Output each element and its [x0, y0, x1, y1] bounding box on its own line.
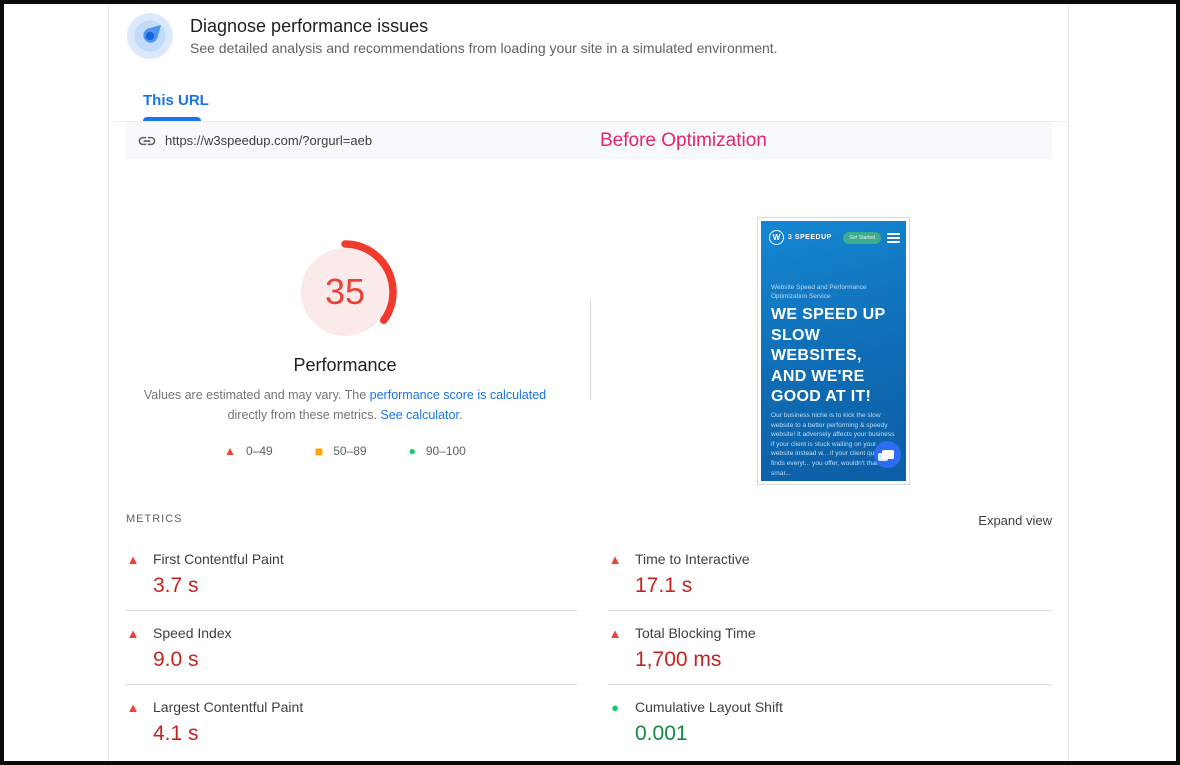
- metric-total-blocking-time: ▲ Total Blocking Time 1,700 ms: [608, 611, 1052, 685]
- link-see-calculator[interactable]: See calculator: [380, 408, 459, 422]
- metric-value: 17.1 s: [635, 574, 693, 597]
- section-divider: [590, 300, 591, 400]
- site-preview-thumbnail[interactable]: W 3 SPEEDUP Get Started Website Speed an…: [757, 217, 910, 485]
- disclaimer-text: .: [458, 408, 463, 422]
- tab-active-indicator: [143, 117, 201, 121]
- w3speedup-logo-icon: W: [769, 230, 784, 245]
- legend-pass: ● 90–100: [409, 444, 466, 458]
- performance-gauge: [287, 234, 403, 350]
- metric-label: Cumulative Layout Shift: [635, 699, 783, 715]
- metric-value: 9.0 s: [153, 648, 199, 671]
- legend-fail: ▲ 0–49: [224, 444, 273, 458]
- fail-triangle-icon: ▲: [224, 444, 237, 458]
- right-margin-divider: [1068, 4, 1069, 761]
- metric-value: 0.001: [635, 722, 688, 745]
- performance-label: Performance: [293, 355, 397, 375]
- expand-view-button[interactable]: Expand view: [978, 513, 1052, 528]
- fail-triangle-icon: ▲: [126, 551, 140, 567]
- metric-first-contentful-paint: ▲ First Contentful Paint 3.7 s: [126, 537, 577, 611]
- metrics-left-column: ▲ First Contentful Paint 3.7 s ▲ Speed I…: [126, 537, 577, 759]
- legend-fail-range: 0–49: [246, 444, 273, 458]
- preview-get-started-button: Get Started: [843, 231, 881, 244]
- metric-label: Time to Interactive: [635, 551, 750, 567]
- tested-url: https://w3speedup.com/?orgurl=aeb: [165, 133, 373, 148]
- legend-average-range: 50–89: [333, 444, 367, 458]
- performance-score: 35: [324, 271, 366, 312]
- metric-label: First Contentful Paint: [153, 551, 284, 567]
- fail-triangle-icon: ▲: [608, 551, 622, 567]
- score-legend: ▲ 0–49 ■ 50–89 ● 90–100: [130, 444, 560, 458]
- metrics-right-column: ▲ Time to Interactive 17.1 s ▲ Total Blo…: [608, 537, 1052, 759]
- metric-value: 4.1 s: [153, 722, 199, 745]
- link-icon: [138, 136, 156, 145]
- legend-pass-range: 90–100: [425, 444, 466, 458]
- metrics-section-label: METRICS: [126, 513, 183, 525]
- page-subtitle: See detailed analysis and recommendation…: [190, 40, 778, 56]
- link-score-calculated[interactable]: performance score is calculated: [369, 388, 547, 402]
- chat-bubble-icon: [874, 441, 901, 468]
- metric-label: Total Blocking Time: [635, 625, 756, 641]
- preview-body-text: Our business niche is to kick the slow w…: [771, 412, 895, 477]
- speedometer-compass-icon: [127, 13, 173, 59]
- average-square-icon: ■: [314, 443, 324, 459]
- metric-label: Largest Contentful Paint: [153, 699, 304, 715]
- metric-largest-contentful-paint: ▲ Largest Contentful Paint 4.1 s: [126, 685, 577, 759]
- left-margin-divider: [108, 4, 109, 761]
- hamburger-menu-icon: [887, 232, 900, 243]
- metric-value: 3.7 s: [153, 574, 199, 597]
- metric-cumulative-layout-shift: ● Cumulative Layout Shift 0.001: [608, 685, 1052, 759]
- preview-heading: WE SPEED UP SLOW WEBSITES, AND WE'RE GOO…: [771, 306, 886, 405]
- fail-triangle-icon: ▲: [126, 699, 140, 715]
- tab-divider: [108, 121, 1068, 122]
- disclaimer-text: directly from these metrics.: [227, 408, 381, 422]
- legend-average: ■ 50–89: [315, 444, 367, 458]
- metric-time-to-interactive: ▲ Time to Interactive 17.1 s: [608, 537, 1052, 611]
- pass-circle-icon: ●: [611, 699, 619, 715]
- preview-logo-text: 3 SPEEDUP: [788, 234, 832, 241]
- tab-this-url[interactable]: This URL: [143, 92, 209, 109]
- fail-triangle-icon: ▲: [126, 625, 140, 641]
- page-title: Diagnose performance issues: [190, 16, 429, 36]
- disclaimer-text: Values are estimated and may vary. The: [143, 388, 370, 402]
- preview-tagline: Website Speed and Performance Optimizati…: [771, 284, 867, 300]
- site-preview-image: W 3 SPEEDUP Get Started Website Speed an…: [761, 221, 906, 481]
- score-disclaimer: Values are estimated and may vary. The p…: [130, 385, 560, 425]
- fail-triangle-icon: ▲: [608, 625, 622, 641]
- preview-site-header: W 3 SPEEDUP Get Started: [769, 230, 900, 245]
- metric-speed-index: ▲ Speed Index 9.0 s: [126, 611, 577, 685]
- metric-value: 1,700 ms: [635, 648, 722, 671]
- gauge-arc: [293, 240, 397, 344]
- url-bar: https://w3speedup.com/?orgurl=aeb Before…: [125, 122, 1052, 159]
- pass-circle-icon: ●: [408, 444, 416, 458]
- before-optimization-label: Before Optimization: [600, 129, 767, 151]
- metric-label: Speed Index: [153, 625, 232, 641]
